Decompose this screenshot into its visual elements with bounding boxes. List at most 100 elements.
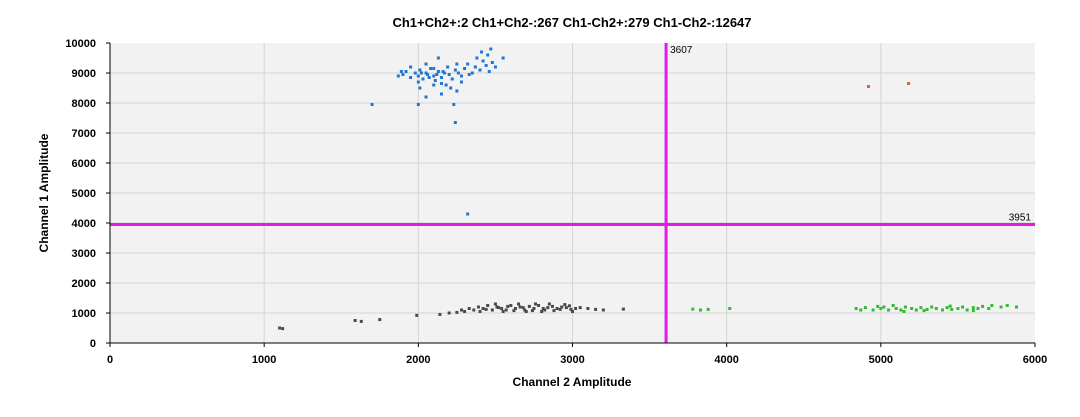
droplet-point bbox=[370, 103, 374, 106]
droplet-point bbox=[475, 56, 479, 60]
droplet-point bbox=[706, 307, 710, 311]
droplet-point bbox=[512, 309, 516, 313]
droplet-point bbox=[466, 212, 470, 216]
droplet-point bbox=[854, 307, 858, 310]
droplet-point bbox=[415, 313, 419, 317]
droplet-point bbox=[359, 319, 363, 323]
droplet-point bbox=[518, 305, 522, 309]
droplet-point bbox=[941, 308, 944, 312]
droplet-point bbox=[439, 82, 443, 85]
droplet-point bbox=[490, 308, 494, 312]
droplet-points bbox=[278, 47, 1018, 331]
droplet-point bbox=[378, 318, 382, 322]
droplet-point bbox=[447, 311, 451, 315]
x-tick-label: 1000 bbox=[252, 354, 276, 366]
droplet-point bbox=[404, 70, 408, 73]
droplet-point bbox=[501, 310, 505, 313]
droplet-point bbox=[472, 308, 476, 312]
droplet-point bbox=[532, 307, 536, 310]
droplet-point bbox=[506, 304, 510, 308]
droplet-point bbox=[493, 65, 497, 69]
droplet-point bbox=[466, 62, 470, 66]
droplet-point bbox=[907, 82, 911, 85]
droplet-point bbox=[586, 307, 590, 310]
y-tick-label: 8000 bbox=[72, 98, 96, 110]
droplet-point bbox=[501, 56, 505, 60]
droplet-point bbox=[429, 67, 433, 70]
droplet-point bbox=[463, 67, 467, 70]
droplet-point bbox=[504, 308, 508, 312]
droplet-point bbox=[436, 56, 440, 60]
droplet-point bbox=[569, 307, 573, 311]
y-axis-ticks: 0 1000 2000 3000 4000 5000 6000 7000 8000 9000 100… bbox=[65, 38, 110, 350]
droplet-point bbox=[426, 73, 430, 76]
y-axis-label: Channel 1 Amplitude bbox=[37, 133, 51, 252]
droplet-point bbox=[460, 80, 463, 84]
droplet-point bbox=[424, 62, 428, 66]
droplet-point bbox=[914, 308, 918, 312]
droplet-point bbox=[446, 65, 450, 69]
droplet-point bbox=[601, 308, 605, 312]
droplet-point bbox=[543, 308, 547, 312]
droplet-point bbox=[495, 305, 499, 309]
droplet-point bbox=[455, 310, 459, 314]
droplet-point bbox=[925, 307, 929, 311]
x-tick-label: 0 bbox=[107, 354, 113, 366]
droplet-point bbox=[478, 310, 482, 313]
droplet-point bbox=[278, 326, 282, 330]
droplet-point bbox=[413, 71, 417, 75]
droplet-point bbox=[489, 47, 493, 51]
droplet-point bbox=[455, 62, 459, 66]
droplet-point bbox=[863, 306, 867, 310]
droplet-point bbox=[486, 304, 490, 307]
x-axis-ticks: 0 1000 2000 3000 4000 5000 6000 bbox=[107, 343, 1047, 366]
droplet-point bbox=[910, 307, 914, 310]
droplet-point bbox=[523, 308, 527, 312]
droplet-point bbox=[401, 73, 405, 76]
droplet-point bbox=[919, 306, 923, 310]
droplet-point bbox=[541, 307, 545, 310]
droplet-point bbox=[891, 304, 895, 307]
y-tick-label: 0 bbox=[90, 338, 96, 350]
droplet-point bbox=[478, 68, 482, 72]
droplet-point bbox=[513, 307, 517, 310]
droplet-point bbox=[460, 74, 463, 78]
droplet-point bbox=[950, 307, 954, 311]
droplet-point bbox=[965, 308, 969, 312]
y-tick-label: 4000 bbox=[72, 218, 96, 230]
droplet-point bbox=[409, 76, 413, 79]
droplet-point bbox=[867, 85, 870, 88]
y-tick-label: 1000 bbox=[72, 308, 96, 320]
droplet-point bbox=[934, 307, 938, 310]
droplet-point bbox=[555, 307, 559, 310]
y-tick-label: 6000 bbox=[72, 158, 96, 170]
droplet-point bbox=[396, 74, 400, 78]
droplet-point bbox=[621, 307, 625, 311]
threshold-label-vertical: 3607 bbox=[670, 45, 693, 56]
x-tick-label: 3000 bbox=[560, 354, 584, 366]
droplet-point bbox=[999, 305, 1003, 309]
droplet-point bbox=[467, 307, 471, 310]
droplet-point bbox=[976, 307, 980, 310]
droplet-point bbox=[564, 306, 568, 310]
droplet-point bbox=[563, 303, 567, 307]
droplet-point bbox=[281, 327, 285, 331]
droplet-point bbox=[484, 64, 488, 67]
droplet-point bbox=[432, 67, 436, 70]
droplet-point bbox=[945, 306, 949, 310]
droplet-point bbox=[540, 310, 544, 313]
droplet-point bbox=[899, 308, 903, 312]
droplet-point bbox=[956, 307, 960, 310]
droplet-point bbox=[497, 306, 500, 310]
droplet-point bbox=[467, 73, 471, 76]
droplet-point bbox=[537, 304, 541, 307]
droplet-point bbox=[436, 70, 440, 73]
droplet-point bbox=[409, 65, 413, 69]
droplet-point bbox=[449, 86, 453, 90]
droplet-point bbox=[493, 302, 497, 306]
droplet-point bbox=[1005, 304, 1009, 307]
droplet-point bbox=[441, 70, 445, 73]
droplet-point bbox=[490, 61, 494, 64]
y-tick-label: 3000 bbox=[72, 248, 96, 260]
x-tick-label: 4000 bbox=[714, 354, 738, 366]
